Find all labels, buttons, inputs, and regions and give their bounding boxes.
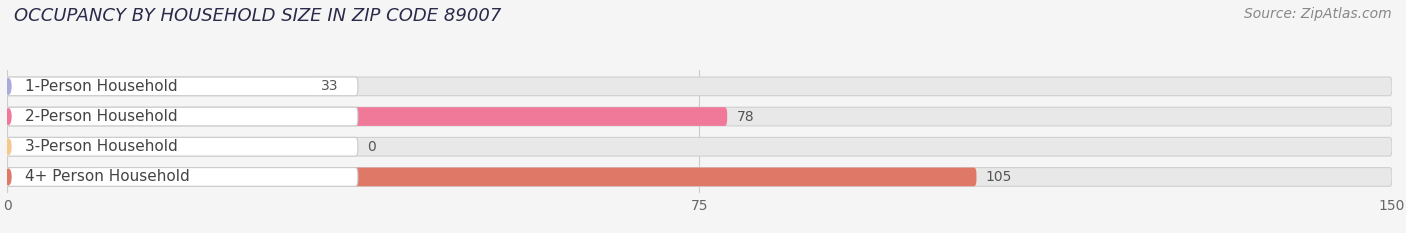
Circle shape <box>6 79 11 94</box>
FancyBboxPatch shape <box>7 107 727 126</box>
FancyBboxPatch shape <box>4 137 359 156</box>
FancyBboxPatch shape <box>7 137 1392 156</box>
Text: 2-Person Household: 2-Person Household <box>25 109 179 124</box>
Text: 1-Person Household: 1-Person Household <box>25 79 179 94</box>
Circle shape <box>6 109 11 124</box>
Text: 0: 0 <box>367 140 375 154</box>
Text: 33: 33 <box>321 79 339 93</box>
Text: 105: 105 <box>986 170 1012 184</box>
Circle shape <box>6 169 11 185</box>
Text: 4+ Person Household: 4+ Person Household <box>25 169 190 185</box>
FancyBboxPatch shape <box>4 107 359 126</box>
Text: OCCUPANCY BY HOUSEHOLD SIZE IN ZIP CODE 89007: OCCUPANCY BY HOUSEHOLD SIZE IN ZIP CODE … <box>14 7 502 25</box>
FancyBboxPatch shape <box>4 77 359 96</box>
FancyBboxPatch shape <box>7 168 1392 186</box>
Text: 78: 78 <box>737 110 754 123</box>
FancyBboxPatch shape <box>7 168 976 186</box>
FancyBboxPatch shape <box>4 168 359 186</box>
FancyBboxPatch shape <box>7 107 1392 126</box>
Circle shape <box>6 139 11 154</box>
FancyBboxPatch shape <box>7 77 1392 96</box>
FancyBboxPatch shape <box>7 77 312 96</box>
Text: Source: ZipAtlas.com: Source: ZipAtlas.com <box>1244 7 1392 21</box>
Text: 3-Person Household: 3-Person Household <box>25 139 179 154</box>
